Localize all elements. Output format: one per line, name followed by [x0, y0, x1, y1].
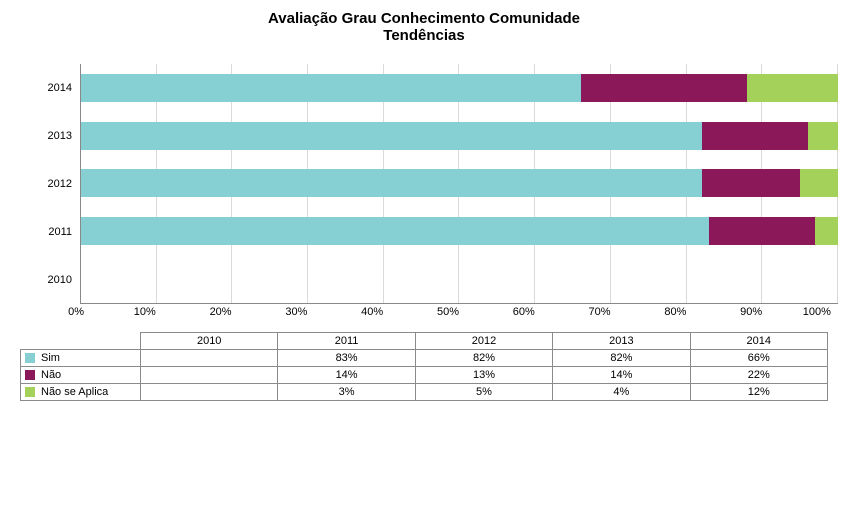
segment-sim [81, 122, 702, 150]
bar-row-2010 [81, 255, 838, 303]
table-cell [141, 367, 278, 384]
legend-swatch-sim [25, 353, 35, 363]
legend-label-nao: Não [41, 369, 61, 381]
table-col-2011: 2011 [278, 333, 415, 350]
table-row: Sim83%82%82%66% [21, 350, 828, 367]
table-col-2010: 2010 [141, 333, 278, 350]
segment-sim [81, 217, 709, 245]
bar-row-2011 [81, 207, 838, 255]
segment-nao [581, 74, 748, 102]
bar-row-2014 [81, 64, 838, 112]
legend-cell-sim: Sim [21, 350, 141, 367]
table-cell: 5% [415, 384, 552, 401]
plot-area [80, 64, 838, 304]
bar-row-2012 [81, 160, 838, 208]
bar-stack-2011 [81, 217, 838, 245]
legend-cell-na: Não se Aplica [21, 384, 141, 401]
y-tick-2010: 2010 [48, 256, 72, 304]
segment-nao [702, 169, 800, 197]
table-corner [21, 333, 141, 350]
table-cell: 83% [278, 350, 415, 367]
legend-cell-nao: Não [21, 367, 141, 384]
table-cell: 13% [415, 367, 552, 384]
table-cell: 22% [690, 367, 827, 384]
table-cell: 3% [278, 384, 415, 401]
table-cell: 4% [553, 384, 690, 401]
table-col-2012: 2012 [415, 333, 552, 350]
bar-stack-2012 [81, 169, 838, 197]
y-tick-2014: 2014 [48, 64, 72, 112]
legend-label-sim: Sim [41, 352, 60, 364]
legend-label-na: Não se Aplica [41, 386, 108, 398]
data-table: 20102011201220132014Sim83%82%82%66%Não14… [20, 332, 828, 401]
bar-row-2013 [81, 112, 838, 160]
segment-sim [81, 74, 581, 102]
bar-stack-2014 [81, 74, 838, 102]
segment-sim [81, 169, 702, 197]
table-cell: 12% [690, 384, 827, 401]
legend-swatch-na [25, 387, 35, 397]
table-col-2013: 2013 [553, 333, 690, 350]
bar-stack-2013 [81, 122, 838, 150]
segment-na [808, 122, 838, 150]
y-axis: 20142013201220112010 [30, 64, 80, 304]
bars-layer [81, 64, 838, 303]
table-row: Não se Aplica 3%5%4%12% [21, 384, 828, 401]
plot-wrap: 20142013201220112010 [30, 64, 838, 304]
y-tick-2013: 2013 [48, 112, 72, 160]
table-cell: 66% [690, 350, 827, 367]
table-cell: 14% [278, 367, 415, 384]
x-axis: 0%10%20%30%40%50%60%70%80%90%100% [80, 306, 838, 318]
table-cell: 14% [553, 367, 690, 384]
chart-title: Avaliação Grau Conhecimento Comunidade T… [10, 10, 838, 44]
bar-stack-2010 [81, 265, 838, 293]
y-tick-2012: 2012 [48, 160, 72, 208]
table-cell [141, 384, 278, 401]
segment-na [800, 169, 838, 197]
table-row: Não14%13%14%22% [21, 367, 828, 384]
table-cell: 82% [415, 350, 552, 367]
title-line2: Tendências [10, 27, 838, 44]
segment-nao [702, 122, 808, 150]
y-tick-2011: 2011 [48, 208, 72, 256]
table-cell: 82% [553, 350, 690, 367]
table-header-row: 20102011201220132014 [21, 333, 828, 350]
segment-na [747, 74, 838, 102]
table-cell [141, 350, 278, 367]
legend-swatch-nao [25, 370, 35, 380]
segment-na [815, 217, 838, 245]
table-col-2014: 2014 [690, 333, 827, 350]
chart-container: Avaliação Grau Conhecimento Comunidade T… [0, 0, 858, 514]
segment-nao [709, 217, 815, 245]
title-line1: Avaliação Grau Conhecimento Comunidade [10, 10, 838, 27]
